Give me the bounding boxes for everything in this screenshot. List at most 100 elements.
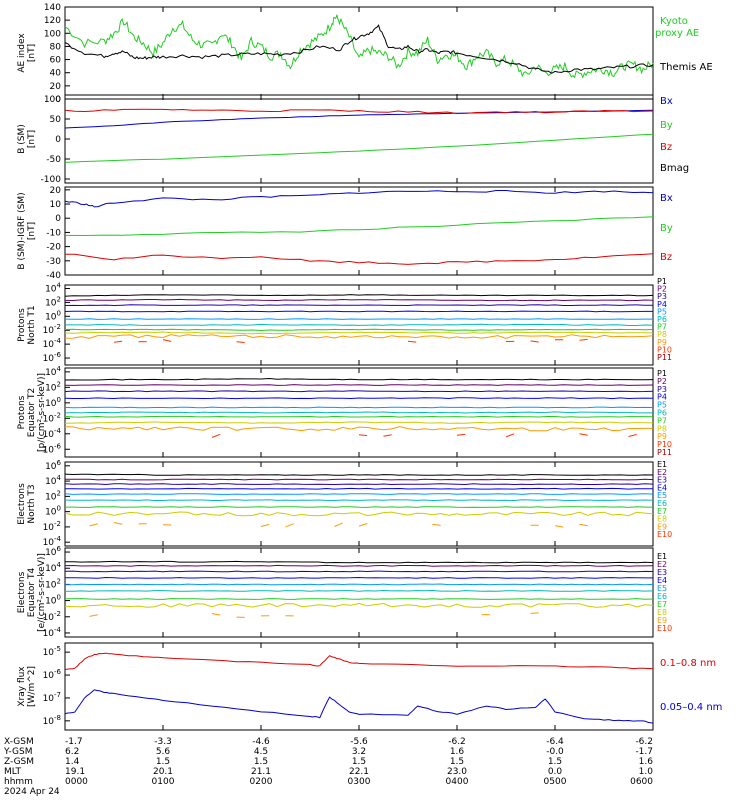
b-ytick-50: 50 bbox=[50, 115, 62, 125]
xray-ytick--5: 10-5 bbox=[43, 645, 61, 658]
ae-ytick-40: 40 bbox=[50, 69, 62, 79]
ae-ytick-140: 140 bbox=[44, 3, 61, 13]
xray-ytick--7: 10-7 bbox=[43, 691, 61, 704]
electrons-north-series-e5 bbox=[64, 493, 654, 495]
protons-equator-ytick--6-exponent: -6 bbox=[54, 442, 62, 450]
electrons-equator-series-e6 bbox=[65, 589, 654, 592]
electrons-north-legend-e9: E9 bbox=[657, 522, 667, 531]
electrons-equator-ytick-2-base: 10 bbox=[45, 580, 57, 590]
xray-ytick--8: 10-8 bbox=[43, 714, 61, 727]
electrons-equator-ylabel-line-1: Electrons bbox=[17, 571, 27, 613]
electrons-north-series-e8 bbox=[64, 511, 654, 517]
protons-equator-legend-p6: P6 bbox=[657, 409, 667, 418]
b-igrf-series-by bbox=[64, 216, 654, 237]
electrons-equator-ytick-4-exponent: 4 bbox=[57, 561, 62, 569]
electrons-north-legend-e3: E3 bbox=[657, 476, 667, 485]
electrons-north-series-e1 bbox=[64, 473, 654, 476]
b-igrf-ytick--40: -40 bbox=[46, 271, 61, 281]
electrons-equator-ytick--4: 10-4 bbox=[43, 626, 62, 639]
b-igrf-ylabel-line-2: [nT] bbox=[27, 222, 37, 240]
xray-ytick--8-exponent: -8 bbox=[54, 714, 61, 722]
ephem-cell-0-0: -1.7 bbox=[65, 737, 83, 747]
protons-north-legend-p11: P11 bbox=[657, 353, 672, 362]
protons-equator-legend-p8: P8 bbox=[657, 424, 667, 433]
electrons-north-ylabel-line-1: Electrons bbox=[17, 483, 27, 525]
b-ylabel: B (SM)[nT] bbox=[17, 124, 37, 154]
protons-north-ytick-0: 100 bbox=[45, 309, 61, 322]
electrons-equator-legend-e9: E9 bbox=[657, 616, 667, 625]
electrons-north-legend-e6: E6 bbox=[657, 499, 667, 508]
xray-ytick--6-base: 10 bbox=[43, 671, 55, 681]
ephem-cell-1-4: 0100 bbox=[152, 777, 175, 787]
xray-ylabel-line-2: [W/m^2] bbox=[27, 666, 37, 707]
protons-equator-series-p10-seg-18 bbox=[211, 433, 221, 438]
ae-ylabel: AE index[nT] bbox=[17, 33, 37, 73]
legend-themis-ae: Themis AE bbox=[659, 62, 713, 73]
electrons-equator-ytick--4-exponent: -4 bbox=[54, 626, 62, 634]
protons-north-series-p8 bbox=[64, 331, 654, 335]
protons-north-legend-p10: P10 bbox=[657, 345, 672, 354]
protons-north-ylabel: ProtonsNorth T1 bbox=[17, 305, 37, 344]
panel-frame-8 bbox=[64, 642, 654, 731]
electrons-equator-ytick-0: 100 bbox=[45, 594, 61, 607]
xray-ytick--7-exponent: -7 bbox=[54, 691, 61, 699]
protons-north-legend-p9: P9 bbox=[657, 338, 667, 347]
protons-north-series-p10-seg-57 bbox=[530, 340, 539, 343]
electrons-equator-ylabel-line-2: Equator T4 bbox=[27, 568, 37, 618]
protons-equator-series-p1 bbox=[64, 377, 654, 381]
protons-north-series-p7 bbox=[64, 328, 654, 332]
ae-ytick-60: 60 bbox=[50, 56, 62, 66]
electrons-north-series-e9-seg-6 bbox=[113, 522, 123, 525]
electrons-equator-legend-e2: E2 bbox=[657, 560, 667, 569]
electrons-equator-legend-e3: E3 bbox=[657, 568, 667, 577]
electrons-north-ytick-0: 100 bbox=[45, 505, 61, 518]
protons-north-ytick-2: 102 bbox=[45, 295, 61, 308]
protons-north-ytick--6-exponent: -6 bbox=[54, 351, 62, 359]
protons-north-series-p9 bbox=[64, 334, 654, 339]
protons-equator-series-p10-seg-69 bbox=[628, 433, 637, 437]
protons-north-legend-p6: P6 bbox=[657, 315, 667, 324]
legend-b-bz: Bz bbox=[660, 142, 672, 153]
electrons-north-legend-e8: E8 bbox=[657, 515, 667, 524]
electrons-equator-ytick--2-exponent: -2 bbox=[54, 610, 61, 618]
ephem-cell-6-4: 0600 bbox=[630, 777, 653, 787]
electrons-equator-ytick-4-base: 10 bbox=[45, 564, 57, 574]
electrons-north-legend-e2: E2 bbox=[657, 468, 667, 477]
protons-north-legend-p5: P5 bbox=[657, 307, 667, 316]
protons-north-ylabel-line-1: Protons bbox=[17, 308, 27, 342]
ephem-cell-4-3: 23.0 bbox=[447, 767, 467, 777]
electrons-north-legend-e7: E7 bbox=[657, 507, 667, 516]
protons-north-ytick--4: 10-4 bbox=[43, 337, 62, 350]
protons-equator-ytick-0-base: 10 bbox=[45, 399, 57, 409]
legend-b-bx: Bx bbox=[660, 96, 673, 107]
ae-ytick-0: 0 bbox=[55, 95, 61, 105]
protons-north-ytick-2-base: 10 bbox=[45, 298, 57, 308]
electrons-north-series-e9-seg-33 bbox=[334, 522, 343, 527]
b-igrf-ytick-20: 20 bbox=[50, 186, 62, 196]
electrons-equator-ytick--2: 10-2 bbox=[43, 610, 61, 623]
protons-north-ytick--6-base: 10 bbox=[43, 354, 55, 364]
electrons-equator-ytick-4: 104 bbox=[45, 561, 61, 574]
protons-equator-legend-p1: P1 bbox=[657, 369, 667, 378]
b-ylabel-line-2: [nT] bbox=[27, 130, 37, 148]
ephem-cell-2-2: 1.5 bbox=[254, 757, 268, 767]
legend-b-bmag: Bmag bbox=[660, 163, 689, 174]
electrons-north-series-e9-seg-45 bbox=[432, 523, 441, 526]
electrons-equator-series-e1 bbox=[65, 560, 654, 564]
ephem-cell-6-1: -1.7 bbox=[635, 747, 653, 757]
b-series-bx bbox=[64, 109, 654, 129]
electrons-north-series-e9-seg-24 bbox=[260, 523, 270, 527]
electrons-equator-legend-e1: E1 bbox=[657, 552, 667, 561]
protons-north-ytick-2-exponent: 2 bbox=[57, 295, 61, 303]
electrons-equator-ytick-6: 106 bbox=[45, 545, 61, 558]
b-igrf-ytick-10: 10 bbox=[50, 200, 62, 210]
electrons-north-legend-e1: E1 bbox=[657, 460, 667, 469]
protons-equator-legend-p7: P7 bbox=[657, 416, 667, 425]
protons-equator-ylabel-line-3: [p/(cm²-s-sr-keV)] bbox=[37, 373, 47, 452]
electrons-equator-series-e9-seg-18 bbox=[211, 613, 221, 616]
electrons-north-ytick-2: 102 bbox=[45, 489, 61, 502]
xray-series-2 bbox=[64, 689, 654, 724]
ephem-cell-3-0: -5.6 bbox=[350, 737, 368, 747]
electrons-equator-ytick-2-exponent: 2 bbox=[57, 577, 61, 585]
electrons-north-ytick-4-base: 10 bbox=[45, 477, 57, 487]
